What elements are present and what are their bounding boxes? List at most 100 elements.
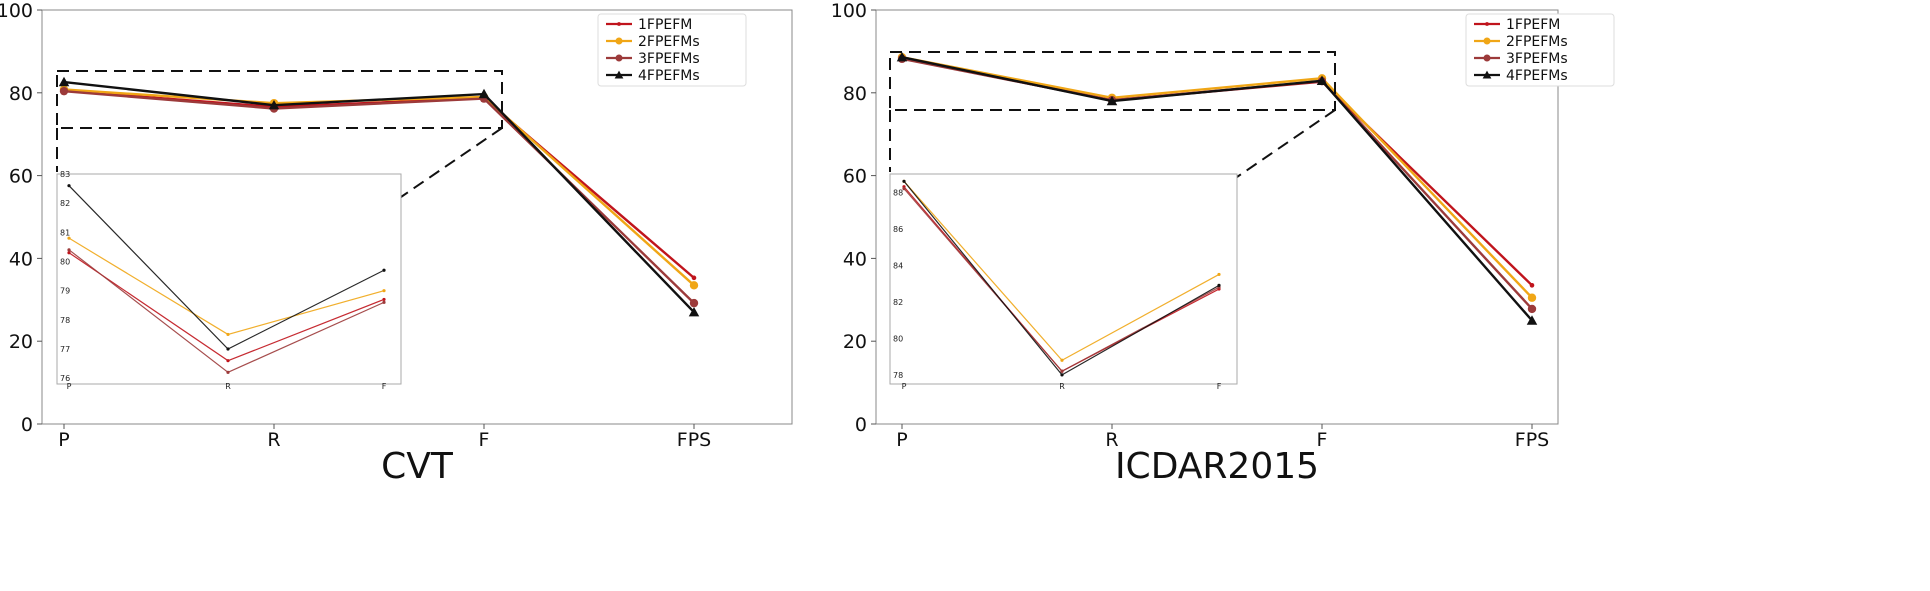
inset-y-tick-label: 79 [60, 287, 70, 296]
chart-panel-1: 0 20 40 60 80 100 P R F FPS 76 77 78 79 80 81 82 83 P R F 1FP… [0, 0, 793, 487]
inset-data-point [67, 184, 71, 188]
y-tick-label: 20 [9, 331, 33, 353]
legend-label: 1FPEFM [1506, 17, 1560, 33]
legend-label: 3FPEFMs [1506, 51, 1568, 67]
data-point [689, 298, 699, 308]
inset-data-point [382, 297, 386, 302]
inset-frame [889, 173, 1238, 385]
inset-data-point [67, 236, 71, 240]
inset-x-tick-label: F [1217, 382, 1222, 391]
plot-frame [41, 9, 793, 425]
inset-y-tick-label: 80 [60, 258, 70, 267]
x-tick-label: R [1105, 429, 1118, 451]
x-tick-label: F [479, 429, 490, 451]
legend-marker [1483, 54, 1491, 62]
legend-frame [1465, 13, 1615, 87]
series-line-4 [901, 56, 1533, 322]
inset-x-tick-label: R [1059, 382, 1065, 391]
legend-marker [1483, 37, 1491, 45]
inset-chart: 78 80 82 84 86 88 P R F [889, 173, 1238, 391]
data-point [1106, 95, 1118, 106]
legend-marker [1482, 70, 1492, 79]
data-point [1316, 75, 1328, 85]
inset-x-tick-label: F [382, 382, 387, 391]
inset-data-point [902, 179, 906, 183]
inset-x-tick-label: P [902, 382, 907, 391]
legend-marker [614, 70, 624, 79]
y-tick-label: 60 [9, 166, 33, 188]
data-point [688, 306, 700, 317]
inset-y-tick-label: 84 [893, 261, 903, 270]
inset-x-tick-label: P [67, 382, 72, 391]
x-tick-label: FPS [677, 429, 711, 451]
legend-label: 1FPEFM [638, 17, 692, 33]
zoom-box [889, 51, 1336, 111]
inset-data-point [226, 359, 230, 363]
inset-y-tick-label: 78 [893, 371, 903, 380]
inset-x-tick-label: R [225, 382, 231, 391]
data-point [1527, 304, 1537, 314]
inset-y-tick-label: 76 [60, 374, 70, 383]
data-point [1527, 293, 1537, 302]
legend-label: 4FPEFMs [638, 68, 700, 84]
legend-marker [1485, 22, 1489, 26]
y-tick-label: 0 [21, 414, 33, 436]
data-point [268, 99, 280, 110]
data-point [59, 86, 69, 96]
legend-label: 2FPEFMs [1506, 34, 1568, 50]
y-tick-label: 20 [843, 331, 867, 353]
y-tick-label: 60 [843, 166, 867, 188]
inset-data-point [67, 251, 71, 255]
series-line-3 [63, 89, 695, 304]
y-tick-label: 80 [9, 83, 33, 105]
inset-data-point [226, 332, 230, 337]
data-point [1526, 315, 1538, 325]
inset-y-tick-label: 81 [60, 228, 70, 237]
inset-y-tick-label: 82 [60, 199, 70, 208]
x-tick-label: F [1317, 429, 1328, 451]
inset-data-point [67, 248, 71, 252]
chart-title: CVT [381, 446, 454, 487]
inset-y-tick-label: 80 [893, 334, 903, 343]
inset-data-point [1060, 369, 1064, 373]
data-point [896, 51, 908, 62]
zoom-connector [1236, 109, 1336, 178]
inset-data-point [226, 347, 230, 351]
x-tick-label: P [58, 429, 69, 451]
data-point [691, 275, 697, 281]
y-tick-label: 0 [855, 414, 867, 436]
inset-y-tick-label: 88 [893, 188, 903, 197]
data-point [58, 76, 70, 87]
legend-label: 4FPEFMs [1506, 68, 1568, 84]
data-point [478, 88, 490, 99]
y-tick-label: 100 [0, 0, 33, 22]
zoom-box [56, 70, 503, 129]
data-point [1529, 283, 1535, 288]
inset-data-point [902, 187, 906, 191]
legend-marker [617, 22, 621, 26]
y-tick-label: 40 [9, 248, 33, 270]
inset-y-tick-label: 86 [893, 225, 903, 234]
plot-frame [875, 9, 1559, 425]
x-tick-label: R [267, 429, 280, 451]
data-point [689, 281, 699, 290]
y-tick-label: 80 [843, 83, 867, 105]
inset-chart: 76 77 78 79 80 81 82 83 P R F [56, 170, 402, 391]
x-tick-label: P [896, 429, 907, 451]
y-tick-label: 40 [843, 248, 867, 270]
legend-frame [597, 13, 747, 87]
legend-marker [615, 37, 623, 45]
y-tick-label: 100 [831, 0, 867, 22]
inset-y-tick-label: 77 [60, 345, 70, 354]
series-line-4 [63, 80, 695, 314]
legend-label: 2FPEFMs [638, 34, 700, 50]
inset-data-point [382, 300, 386, 304]
inset-data-point [1060, 358, 1064, 362]
legend-label: 3FPEFMs [638, 51, 700, 67]
inset-data-point [1217, 283, 1221, 287]
inset-data-point [1217, 272, 1221, 277]
inset-y-tick-label: 82 [893, 298, 903, 307]
